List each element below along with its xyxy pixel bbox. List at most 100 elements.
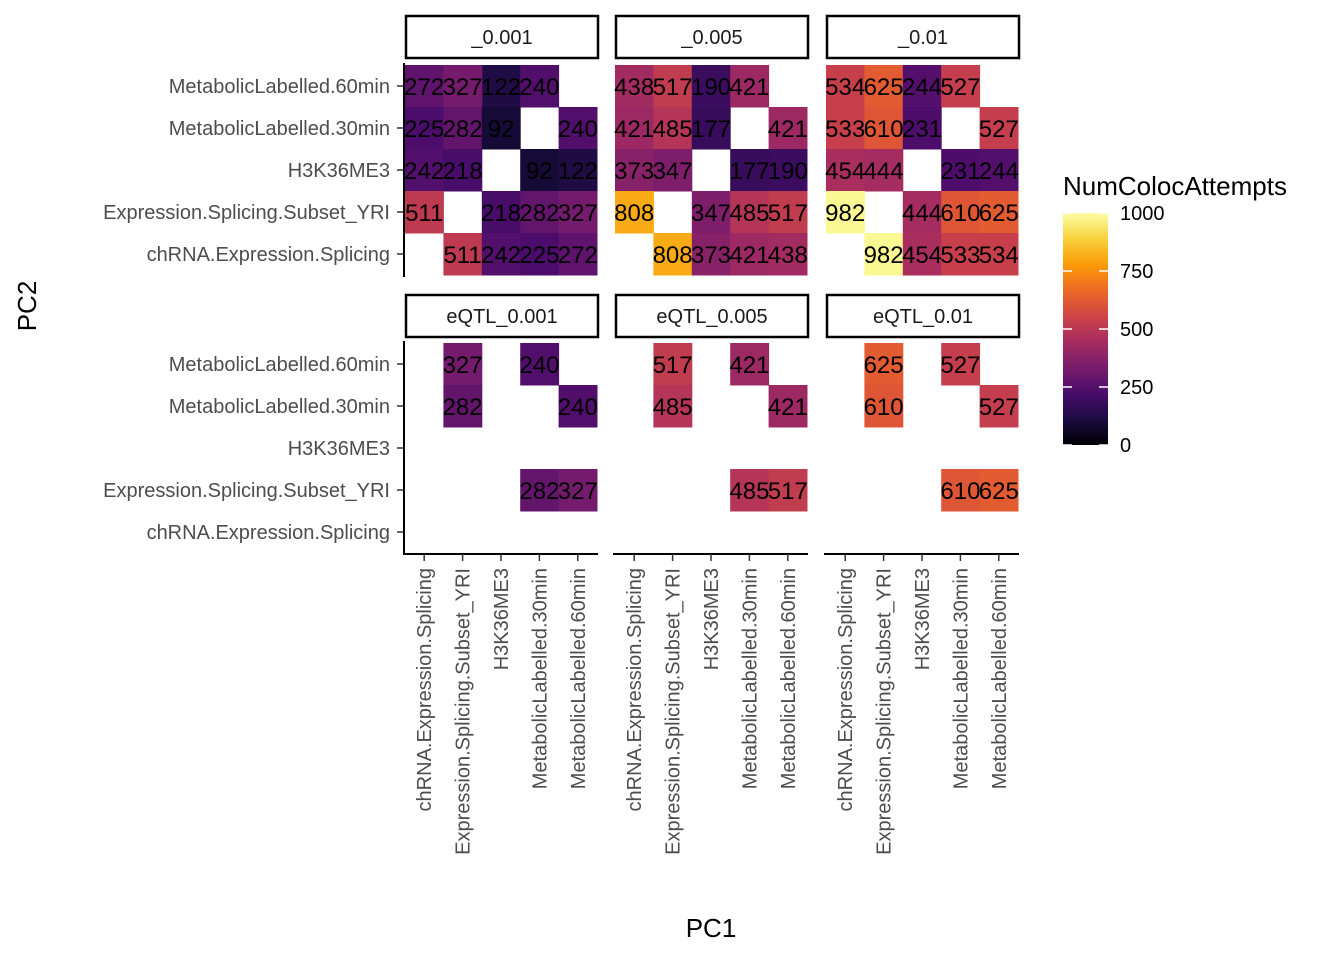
heatmap-cell [730, 149, 770, 192]
cell-value-label: 454 [825, 158, 865, 185]
cell-value-label: 527 [940, 352, 980, 379]
heatmap-cell [730, 343, 770, 386]
heatmap-cell [405, 107, 444, 150]
heatmap-cell [979, 233, 1019, 276]
legend-title: NumColocAttempts [1063, 171, 1287, 201]
heatmap-cell [902, 65, 942, 108]
cell-value-label: 511 [443, 242, 481, 269]
heatmap-cell [558, 233, 598, 276]
cell-value-label: 444 [902, 200, 942, 227]
cell-value-label: 421 [729, 352, 769, 379]
heatmap-cell [443, 65, 483, 108]
heatmap-cell [979, 191, 1019, 234]
heatmap-cell [615, 149, 654, 192]
facet-strip [404, 14, 600, 60]
cell-value-label: 438 [614, 74, 654, 101]
heatmap-cell [768, 385, 808, 428]
heatmap-cell [730, 233, 770, 276]
cell-value-label: 485 [729, 200, 769, 227]
x-tick-label: MetabolicLabelled.60min [568, 568, 590, 789]
cell-value-label: 625 [864, 74, 904, 101]
cell-value-label: 244 [902, 74, 942, 101]
facet-strip-label: _0.01 [897, 27, 948, 49]
cell-value-label: 527 [979, 394, 1019, 421]
heatmap-cell [902, 107, 942, 150]
heatmap-cell [941, 149, 981, 192]
cell-value-label: 517 [768, 478, 808, 505]
cell-value-label: 272 [558, 242, 598, 269]
cell-value-label: 242 [404, 158, 444, 185]
cell-value-label: 92 [526, 158, 553, 185]
heatmap-cell [653, 385, 693, 428]
heatmap-cell [864, 149, 904, 192]
x-tick-labels: chRNA.Expression.Splicing Expression.Spli… [414, 554, 1011, 855]
cell-value-label: 347 [653, 158, 693, 185]
heatmap-cell [443, 107, 483, 150]
facet-strip-label: eQTL_0.001 [446, 306, 557, 328]
facet-strip [614, 14, 810, 60]
cell-value-label: 534 [979, 242, 1019, 269]
x-tick-label: chRNA.Expression.Splicing [414, 568, 436, 811]
x-tick-label: chRNA.Expression.Splicing [835, 568, 857, 811]
cell-value-label: 242 [481, 242, 521, 269]
heatmap-cell [481, 233, 521, 276]
facet-strip [404, 293, 600, 339]
heatmap-cell [653, 107, 693, 150]
heatmap-cell [691, 107, 731, 150]
heatmap-cell [481, 65, 521, 108]
heatmap-cell [558, 385, 598, 428]
heatmap-cell [826, 107, 865, 150]
cell-value-label: 610 [940, 478, 980, 505]
cell-value-label: 92 [488, 116, 515, 143]
heatmap-cell [941, 233, 981, 276]
cell-value-label: 122 [558, 158, 598, 185]
heatmap-cell [481, 191, 521, 234]
x-tick-label: Expression.Splicing.Subset_YRI [663, 568, 685, 855]
cell-value-label: 421 [768, 116, 808, 143]
cell-value-label: 231 [902, 116, 942, 143]
cell-value-label: 177 [729, 158, 769, 185]
x-tick-label: H3K36ME3 [491, 568, 513, 670]
cell-value-label: 982 [864, 242, 904, 269]
heatmap-cell [558, 469, 598, 512]
x-tick-label: MetabolicLabelled.30min [739, 568, 761, 789]
heatmap-cell [730, 469, 770, 512]
x-tick-label: chRNA.Expression.Splicing [624, 568, 646, 811]
heatmap-cell [443, 233, 483, 276]
cell-value-label: 454 [902, 242, 942, 269]
cell-value-label: 421 [614, 116, 654, 143]
cell-value-label: 240 [558, 394, 598, 421]
cell-value-label: 625 [979, 200, 1019, 227]
heatmap-cell [941, 343, 981, 386]
cell-value-label: 982 [825, 200, 865, 227]
facet-strip [614, 293, 810, 339]
heatmap-cell [768, 469, 808, 512]
x-tick-label: H3K36ME3 [912, 568, 934, 670]
cell-value-label: 218 [443, 158, 483, 185]
cell-value-label: 327 [443, 352, 483, 379]
heatmap-cell [443, 149, 483, 192]
facet-strip [825, 14, 1021, 60]
heatmap-cell [405, 149, 444, 192]
heatmap-cell [902, 191, 942, 234]
heatmap-cell [443, 385, 483, 428]
cell-value-label: 327 [558, 200, 598, 227]
y-tick-label: H3K36ME3 [288, 160, 390, 182]
heatmap-cell [826, 65, 865, 108]
heatmap-cell [520, 469, 560, 512]
y-tick-label: MetabolicLabelled.60min [169, 354, 390, 376]
cell-value-label: 282 [519, 200, 559, 227]
cell-value-label: 282 [443, 394, 483, 421]
heatmap-cell [864, 65, 904, 108]
cell-value-label: 347 [691, 200, 731, 227]
heatmap-cell [653, 343, 693, 386]
color-legend: NumColocAttempts 0 250 500 750 1000 [1063, 171, 1287, 457]
heatmap-cell [979, 149, 1019, 192]
x-axis-title: PC1 [686, 913, 737, 943]
cell-value-label: 533 [825, 116, 865, 143]
cell-value-label: 511 [405, 200, 443, 227]
cell-value-label: 527 [979, 116, 1019, 143]
y-tick-label: MetabolicLabelled.30min [169, 118, 390, 140]
